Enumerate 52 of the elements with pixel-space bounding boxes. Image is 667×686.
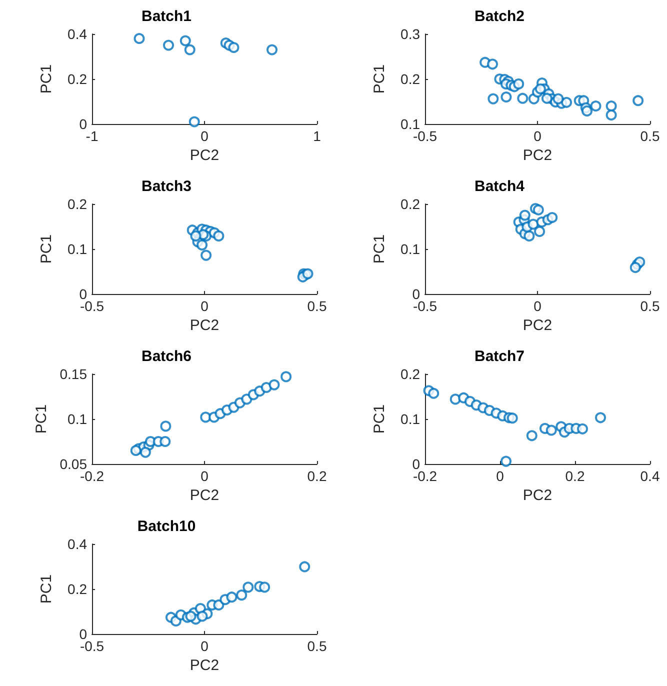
- chart-title: Batch3: [141, 178, 192, 195]
- x-tick-label: 0: [200, 298, 209, 314]
- x-tick-label: 1: [313, 128, 322, 144]
- y-axis-title: PC1: [38, 574, 55, 604]
- x-tick-label: 0.2: [307, 468, 327, 484]
- x-axis-title: PC2: [190, 486, 220, 504]
- x-tick-label: 0.5: [640, 128, 660, 144]
- x-tick-label: 0: [496, 468, 504, 484]
- x-tick-label: 0: [534, 298, 542, 314]
- y-axis-title: PC1: [371, 234, 388, 264]
- y-tick-label: 0.1: [400, 241, 420, 257]
- x-tick-label: 0.5: [640, 298, 660, 314]
- y-axis-title: PC1: [38, 64, 55, 94]
- chart-title: Batch2: [474, 8, 525, 25]
- x-axis-title: PC2: [522, 486, 552, 504]
- x-axis-title: PC2: [190, 656, 220, 674]
- chart-title: Batch1: [141, 8, 192, 25]
- x-axis-title: PC2: [522, 316, 552, 334]
- x-tick-label: 0.4: [640, 468, 660, 484]
- y-tick-label: 0.4: [68, 26, 88, 42]
- chart-title: Batch4: [474, 178, 526, 195]
- y-tick-label: 0.2: [400, 196, 420, 212]
- x-axis-title: PC2: [522, 146, 552, 164]
- x-tick-label: 0: [200, 468, 209, 484]
- x-tick-label: 0.5: [307, 638, 327, 654]
- y-axis-title: PC1: [32, 404, 50, 434]
- y-tick-label: 0.2: [68, 581, 88, 597]
- y-tick-label: 0.2: [68, 71, 88, 87]
- x-tick-label: 0: [200, 638, 209, 654]
- y-tick-label: 0.4: [68, 536, 88, 552]
- y-tick-label: 0.2: [68, 196, 88, 212]
- x-axis-title: PC2: [190, 316, 220, 334]
- chart-title: Batch10: [137, 518, 196, 535]
- y-tick-label: 0.2: [400, 366, 420, 382]
- y-tick-label: 0.1: [400, 411, 420, 427]
- y-tick-label: 0.1: [68, 241, 88, 257]
- x-tick-label: 0.5: [307, 298, 327, 314]
- y-axis-title: PC1: [371, 404, 388, 434]
- y-tick-label: 0.1: [68, 411, 88, 427]
- y-tick-label: 0.3: [400, 26, 420, 42]
- chart-title: Batch6: [141, 348, 192, 365]
- x-axis-title: PC2: [190, 146, 220, 164]
- x-tick-label: 0.2: [565, 468, 585, 484]
- x-tick-label: -1: [86, 128, 98, 144]
- y-tick-label: 0.15: [60, 366, 88, 382]
- x-tick-label: 0: [200, 128, 209, 144]
- y-axis-title: PC1: [38, 234, 55, 264]
- y-tick-label: 0.2: [400, 71, 420, 87]
- y-axis-title: PC1: [371, 64, 388, 94]
- y-tick-label: 0: [79, 116, 88, 132]
- x-tick-label: 0: [534, 128, 542, 144]
- chart-title: Batch7: [474, 348, 525, 365]
